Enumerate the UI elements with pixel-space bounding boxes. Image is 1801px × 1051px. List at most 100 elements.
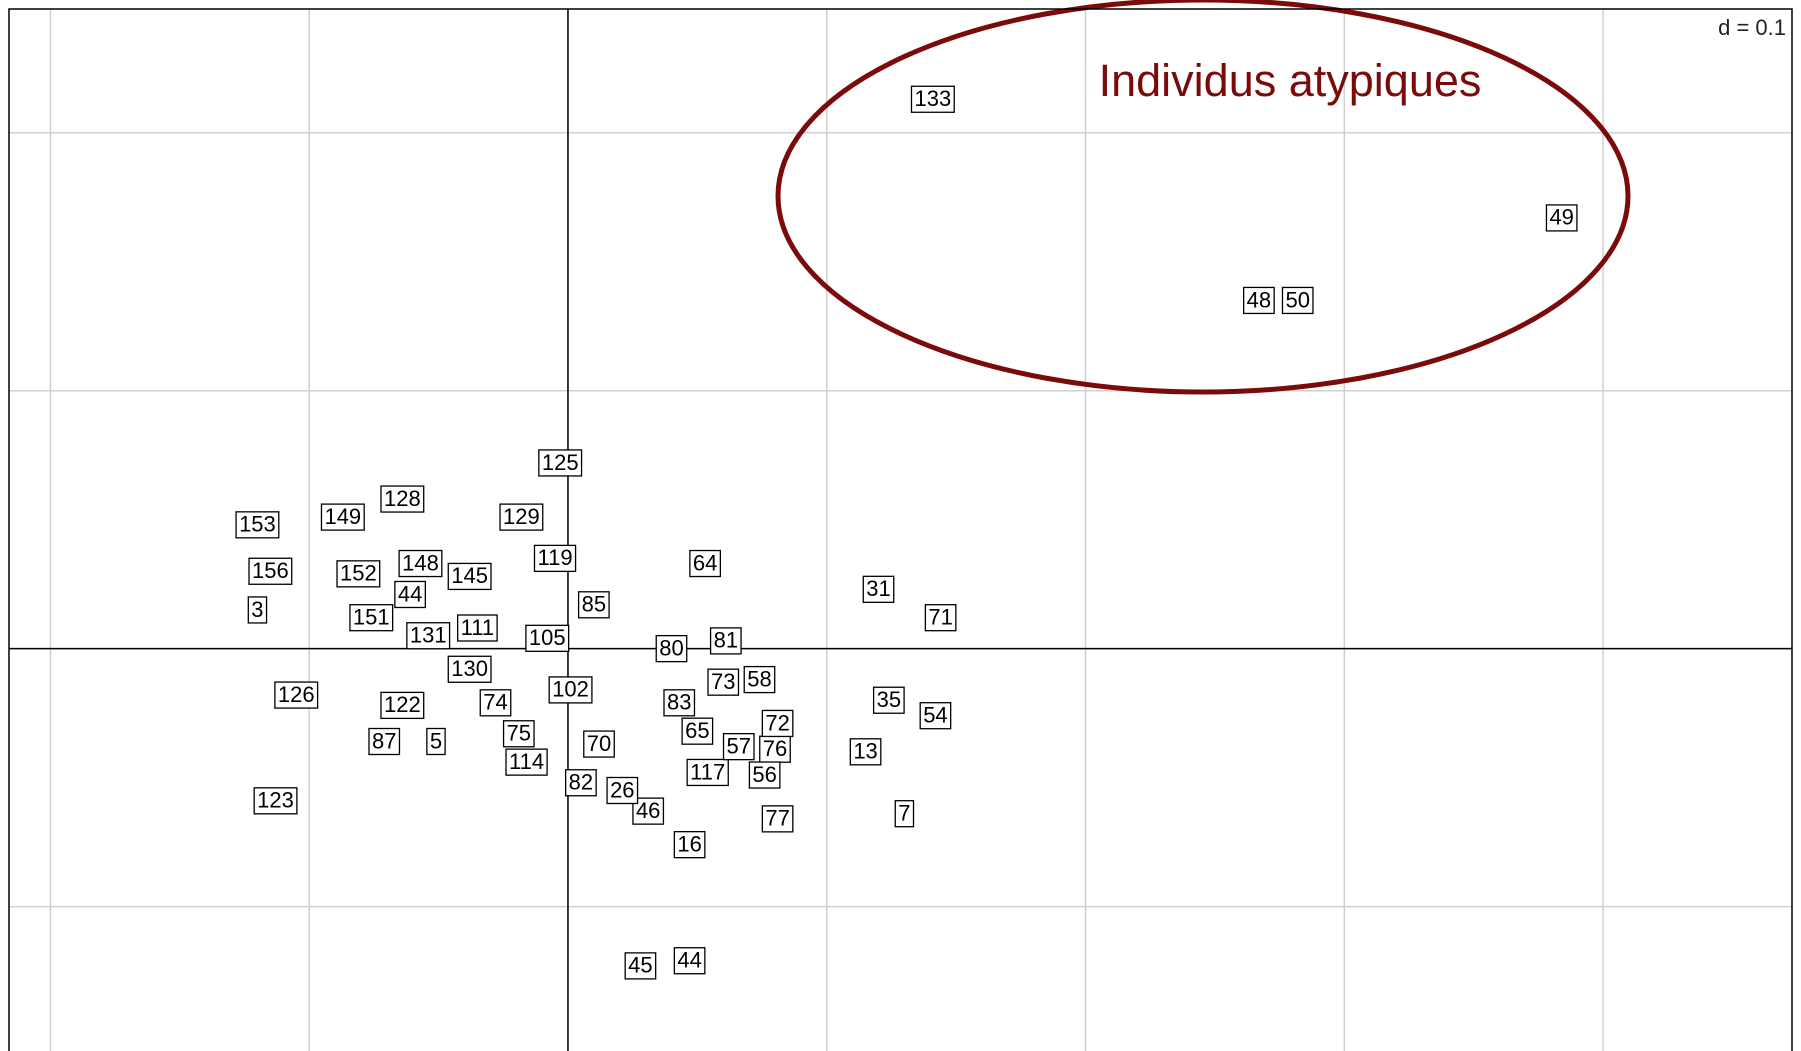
point-box [1545, 204, 1578, 232]
point-label: 133 [910, 85, 955, 113]
point-text: 122 [384, 692, 421, 717]
point-text: 71 [928, 605, 952, 630]
point-label: 117 [686, 758, 729, 787]
point-label: 87 [368, 727, 401, 756]
point-box [426, 727, 446, 756]
point-box [502, 720, 535, 748]
point-text: 5 [430, 728, 442, 753]
point-text: 57 [727, 733, 751, 758]
point-text: 80 [659, 635, 683, 660]
point-label: 152 [336, 560, 381, 588]
point-box [689, 549, 722, 578]
point-box [673, 831, 706, 859]
point-label: 128 [380, 485, 425, 513]
point-box [248, 557, 293, 585]
point-text: 46 [636, 798, 660, 823]
point-label: 153 [235, 511, 280, 539]
point-text: 76 [763, 736, 787, 761]
point-text: 16 [677, 831, 701, 856]
point-label: 119 [533, 544, 577, 573]
point-label: 125 [538, 449, 583, 477]
point-label: 151 [349, 604, 394, 632]
point-box [447, 655, 492, 683]
point-text: 153 [239, 512, 276, 537]
point-box [505, 748, 548, 776]
point-box [686, 758, 729, 787]
point-label: 149 [320, 503, 365, 531]
point-label: 82 [565, 769, 597, 797]
point-label: 76 [759, 735, 791, 763]
point-text: 74 [483, 690, 507, 715]
point-label: 49 [1545, 204, 1578, 232]
point-text: 152 [340, 561, 377, 586]
point-label: 74 [479, 689, 512, 717]
point-box [394, 580, 427, 609]
point-label: 64 [689, 549, 722, 578]
point-text: 65 [685, 718, 709, 743]
point-box [247, 596, 268, 624]
point-text: 85 [582, 592, 606, 617]
point-box [624, 952, 657, 980]
axes [9, 9, 1792, 1051]
point-box [872, 686, 905, 714]
point-label: 56 [748, 761, 781, 789]
point-label: 80 [655, 634, 688, 663]
point-text: 130 [451, 656, 488, 681]
point-label: 111 [457, 614, 498, 642]
point-label: 16 [673, 831, 706, 859]
point-text: 149 [324, 504, 361, 529]
point-label: 114 [505, 748, 548, 776]
point-text: 111 [461, 615, 494, 640]
point-text: 129 [503, 504, 540, 529]
point-box [759, 735, 791, 763]
point-text: 126 [278, 682, 315, 707]
point-text: 31 [866, 576, 890, 601]
point-label: 58 [743, 665, 776, 694]
point-box [457, 614, 498, 642]
point-label: 54 [919, 702, 952, 730]
point-text: 56 [752, 762, 776, 787]
point-label: 72 [761, 709, 794, 738]
point-label: 156 [248, 557, 293, 585]
point-text: 54 [923, 703, 947, 728]
point-text: 58 [747, 666, 771, 691]
point-label: 126 [274, 681, 319, 709]
point-text: 13 [853, 739, 877, 764]
point-text: 119 [537, 545, 572, 570]
point-label: 57 [722, 733, 755, 761]
point-label: 35 [872, 686, 905, 714]
point-label: 145 [447, 562, 492, 591]
point-box [479, 689, 512, 717]
point-box [910, 85, 955, 113]
point-box [274, 681, 319, 709]
point-text: 123 [257, 788, 294, 813]
point-label: 75 [502, 720, 535, 748]
point-text: 82 [569, 770, 593, 795]
point-text: 75 [507, 721, 531, 746]
point-label: 83 [663, 689, 696, 717]
point-text: 117 [690, 759, 725, 784]
point-box [525, 624, 570, 652]
point-text: 3 [251, 597, 263, 622]
outlier-ellipse [775, 0, 1631, 395]
point-box [606, 776, 639, 805]
point-text: 148 [402, 550, 439, 575]
point-text: 128 [384, 486, 421, 511]
point-label: 50 [1281, 286, 1314, 315]
point-label: 5 [426, 727, 446, 756]
point-box [380, 485, 425, 513]
point-label: 148 [398, 549, 443, 578]
point-box [924, 604, 957, 632]
point-label: 65 [681, 717, 714, 745]
point-label: 48 [1243, 286, 1275, 315]
point-box [548, 676, 593, 704]
point-box [748, 761, 781, 789]
point-text: 81 [714, 628, 738, 653]
point-label: 71 [924, 604, 957, 632]
point-label: 44 [673, 947, 706, 975]
point-text: 145 [451, 563, 488, 588]
point-label: 77 [761, 805, 794, 833]
point-text: 156 [252, 558, 289, 583]
